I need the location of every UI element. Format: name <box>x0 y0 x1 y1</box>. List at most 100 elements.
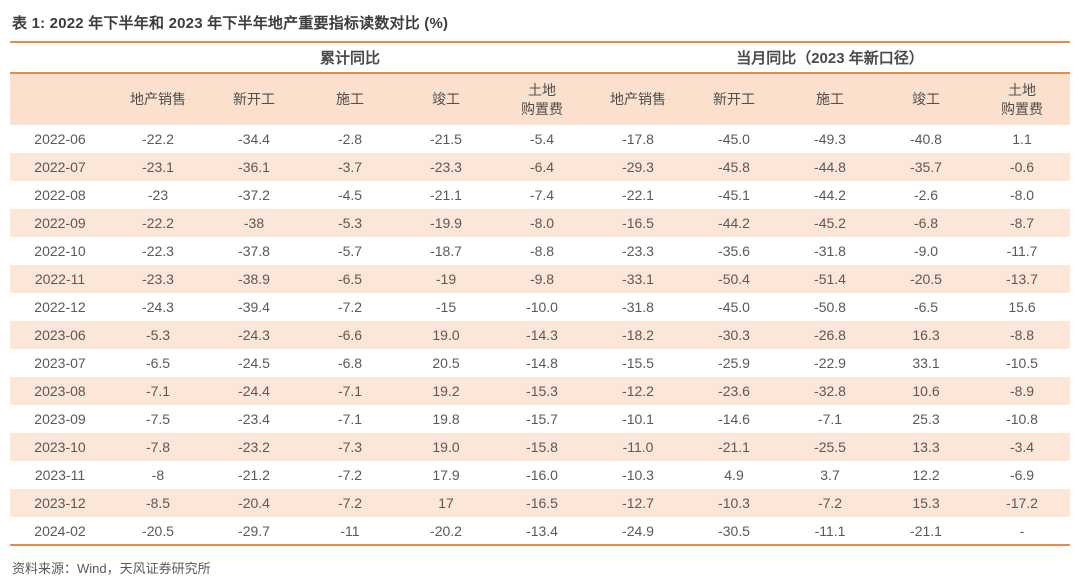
table-cell: -10.3 <box>718 495 750 511</box>
table-cell: 12.2 <box>912 467 940 483</box>
table-cell: -23.6 <box>718 383 750 399</box>
table-row: 2022-06 -22.2 -34.4 -2.8 -21.5 -5.4 -17.8 -45.0… <box>10 125 1070 153</box>
table-cell: -0.6 <box>1009 159 1035 175</box>
table-cell: -7.5 <box>145 411 171 427</box>
table-cell: -7.1 <box>337 383 363 399</box>
column-header-construction: 施工 <box>302 73 398 125</box>
table-cell: -17.2 <box>1006 495 1038 511</box>
table-cell: -10.8 <box>1006 411 1038 427</box>
table-cell: -30.5 <box>686 517 782 546</box>
table-row: 2022-07 -23.1 -36.1 -3.7 -23.3 -6.4 -29.3 -45.8… <box>10 153 1070 181</box>
table-row: 2023-08 -7.1 -24.4 -7.1 19.2 -15.3 -12.2 -23.6 -… <box>10 377 1070 405</box>
table-cell: -5.4 <box>529 131 555 147</box>
table-cell: -7.2 <box>337 467 363 483</box>
table-cell: -15.7 <box>526 411 558 427</box>
table-cell: -7.2 <box>337 495 363 511</box>
table-cell: -8.9 <box>1009 383 1035 399</box>
row-date: 2022-06 <box>34 131 86 147</box>
table-cell: -45.0 <box>718 131 750 147</box>
column-header-land-purchase: 土地 购置费 <box>974 73 1070 125</box>
table-cell: 25.3 <box>912 411 940 427</box>
table-cell: -7.1 <box>817 411 843 427</box>
table-cell: -2.6 <box>913 187 939 203</box>
table-cell: -4.5 <box>337 187 363 203</box>
table-cell: -18.7 <box>430 243 462 259</box>
table-cell: 17.9 <box>432 467 460 483</box>
table-cell: -7.1 <box>337 411 363 427</box>
table-cell: -29.3 <box>622 159 654 175</box>
table-cell: -10.5 <box>1006 355 1038 371</box>
column-header-sales: 地产销售 <box>110 73 206 125</box>
table-cell: -8.8 <box>529 243 555 259</box>
table-cell: -13.7 <box>1006 271 1038 287</box>
table-cell: -14.6 <box>718 411 750 427</box>
table-cell: -9.8 <box>529 271 555 287</box>
group-header-cumulative: 累计同比 <box>110 43 590 74</box>
table-cell: -23.3 <box>142 271 174 287</box>
table-cell: 19.2 <box>432 383 460 399</box>
table-cell: -16.5 <box>526 495 558 511</box>
table-cell: -22.2 <box>142 131 174 147</box>
table-cell: -6.5 <box>145 355 171 371</box>
table-cell: -8.0 <box>1009 187 1035 203</box>
table-row: 2024-02 -20.5 -29.7 -11 -20.2 -13.4 -24.9 -30.5… <box>10 517 1070 546</box>
table-cell: -44.8 <box>814 159 846 175</box>
table-cell: -2.8 <box>337 131 363 147</box>
table-cell: -22.1 <box>622 187 654 203</box>
row-date: 2023-11 <box>34 467 86 483</box>
table-cell: -5.3 <box>145 327 171 343</box>
table-cell: -50.8 <box>814 299 846 315</box>
table-cell: 19.0 <box>432 439 460 455</box>
table-cell: -22.9 <box>814 355 846 371</box>
table-cell: -31.8 <box>814 243 846 259</box>
table-row: 2023-09 -7.5 -23.4 -7.1 19.8 -15.7 -10.1 -14.6 -… <box>10 405 1070 433</box>
table-row: 2023-07 -6.5 -24.5 -6.8 20.5 -14.8 -15.5 -25.9 -… <box>10 349 1070 377</box>
table-cell: -23.3 <box>430 159 462 175</box>
table-cell: -23.1 <box>142 159 174 175</box>
table-cell: -20.5 <box>110 517 206 546</box>
table-cell: -8.0 <box>529 215 555 231</box>
table-cell: -21.1 <box>878 517 974 546</box>
table-cell: -15.8 <box>526 439 558 455</box>
table-cell: 17 <box>438 495 454 511</box>
table-cell: -15 <box>435 299 457 315</box>
table-cell: -22.3 <box>142 243 174 259</box>
table-cell: -3.7 <box>337 159 363 175</box>
table-cell: -12.7 <box>622 495 654 511</box>
group-header-spacer <box>10 43 110 74</box>
table-cell: -33.1 <box>622 271 654 287</box>
table-row: 2023-06 -5.3 -24.3 -6.6 19.0 -14.3 -18.2 -30.3 -… <box>10 321 1070 349</box>
table-row: 2022-08 -23 -37.2 -4.5 -21.1 -7.4 -22.1 -45.1 -4… <box>10 181 1070 209</box>
table-cell: -19 <box>435 271 457 287</box>
table-cell: -8.7 <box>1009 215 1035 231</box>
table-cell: -25.9 <box>718 355 750 371</box>
table-cell: -16.0 <box>526 467 558 483</box>
row-date: 2022-12 <box>34 299 86 315</box>
table-cell: -8.5 <box>145 495 171 511</box>
row-date: 2022-11 <box>34 271 86 287</box>
table-cell: -29.7 <box>206 517 302 546</box>
table-cell: -6.6 <box>337 327 363 343</box>
row-date: 2022-09 <box>34 215 86 231</box>
table-cell: -14.8 <box>526 355 558 371</box>
table-cell: -7.4 <box>529 187 555 203</box>
table-body: 2022-06 -22.2 -34.4 -2.8 -21.5 -5.4 -17.8 -45.0… <box>10 125 1070 546</box>
table-cell: -6.5 <box>913 299 939 315</box>
row-date: 2022-07 <box>34 159 86 175</box>
column-header-date <box>10 73 110 125</box>
table-cell: -38 <box>243 215 265 231</box>
table-cell: -21.1 <box>430 187 462 203</box>
row-date: 2022-10 <box>34 243 86 259</box>
table-cell: -11.0 <box>622 439 654 455</box>
table-cell: 19.0 <box>432 327 460 343</box>
table-cell: -15.5 <box>622 355 654 371</box>
table-cell: -24.3 <box>142 299 174 315</box>
table-row: 2022-12 -24.3 -39.4 -7.2 -15 -10.0 -31.8 -45.0 -… <box>10 293 1070 321</box>
table-cell: -3.4 <box>1009 439 1035 455</box>
table-cell: -6.8 <box>913 215 939 231</box>
table-cell: -20.4 <box>238 495 270 511</box>
column-header-construction: 施工 <box>782 73 878 125</box>
table-cell: -10.1 <box>622 411 654 427</box>
table-cell: -45.0 <box>718 299 750 315</box>
